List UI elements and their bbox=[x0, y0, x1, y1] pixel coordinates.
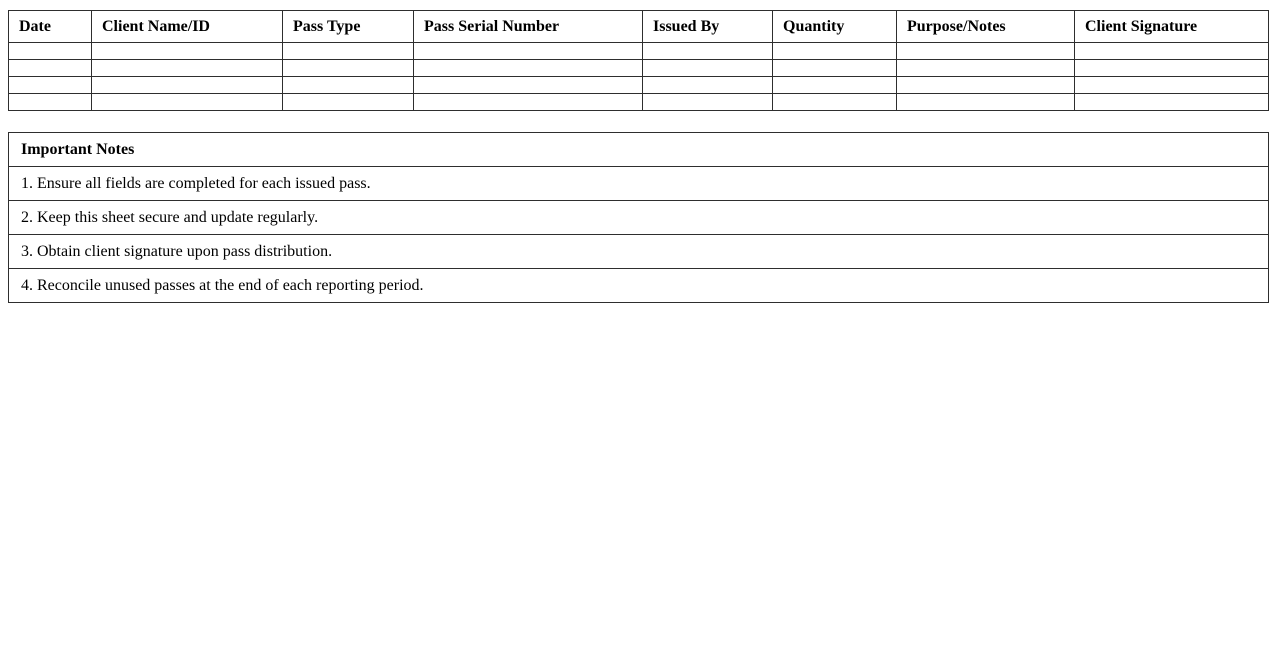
log-empty-cell bbox=[91, 76, 283, 94]
note-item: 4. Reconcile unused passes at the end of… bbox=[8, 268, 1269, 303]
log-empty-cell bbox=[642, 76, 773, 94]
column-header-client-signature: Client Signature bbox=[1074, 10, 1269, 43]
log-empty-cell bbox=[896, 42, 1075, 60]
log-empty-cell bbox=[282, 93, 414, 111]
log-empty-cell bbox=[896, 93, 1075, 111]
log-empty-cell bbox=[282, 59, 414, 77]
important-notes-table: Important Notes 1. Ensure all fields are… bbox=[8, 132, 1269, 303]
log-empty-cell bbox=[1074, 42, 1269, 60]
note-item: 3. Obtain client signature upon pass dis… bbox=[8, 234, 1269, 269]
log-empty-cell bbox=[642, 42, 773, 60]
log-empty-cell bbox=[772, 93, 897, 111]
log-empty-cell bbox=[91, 93, 283, 111]
log-empty-cell bbox=[8, 76, 92, 94]
document-sheet: Date Client Name/ID Pass Type Pass Seria… bbox=[8, 10, 1269, 303]
log-empty-row bbox=[8, 76, 1269, 94]
column-header-client-name-id: Client Name/ID bbox=[91, 10, 283, 43]
log-empty-cell bbox=[413, 42, 643, 60]
column-header-pass-serial-number: Pass Serial Number bbox=[413, 10, 643, 43]
log-empty-cell bbox=[8, 59, 92, 77]
log-empty-cell bbox=[282, 42, 414, 60]
log-empty-row bbox=[8, 93, 1269, 111]
log-empty-cell bbox=[413, 76, 643, 94]
column-header-pass-type: Pass Type bbox=[282, 10, 414, 43]
log-empty-cell bbox=[1074, 76, 1269, 94]
note-item-row: 1. Ensure all fields are completed for e… bbox=[8, 166, 1269, 201]
log-empty-cell bbox=[896, 76, 1075, 94]
log-empty-cell bbox=[896, 59, 1075, 77]
log-empty-cell bbox=[642, 93, 773, 111]
log-empty-cell bbox=[1074, 93, 1269, 111]
log-empty-cell bbox=[772, 76, 897, 94]
log-header-row: Date Client Name/ID Pass Type Pass Seria… bbox=[8, 10, 1269, 43]
log-empty-cell bbox=[8, 93, 92, 111]
log-empty-row bbox=[8, 42, 1269, 60]
note-item: 2. Keep this sheet secure and update reg… bbox=[8, 200, 1269, 235]
log-empty-row bbox=[8, 59, 1269, 77]
note-item-row: 4. Reconcile unused passes at the end of… bbox=[8, 268, 1269, 303]
log-empty-cell bbox=[282, 76, 414, 94]
note-item-row: 2. Keep this sheet secure and update reg… bbox=[8, 200, 1269, 235]
pass-log-table: Date Client Name/ID Pass Type Pass Seria… bbox=[8, 10, 1269, 111]
notes-title-row: Important Notes bbox=[8, 132, 1269, 167]
log-empty-cell bbox=[772, 59, 897, 77]
note-item-row: 3. Obtain client signature upon pass dis… bbox=[8, 234, 1269, 269]
notes-title: Important Notes bbox=[8, 132, 1269, 167]
log-empty-cell bbox=[772, 42, 897, 60]
log-empty-cell bbox=[413, 93, 643, 111]
log-empty-cell bbox=[91, 42, 283, 60]
log-empty-cell bbox=[8, 42, 92, 60]
column-header-quantity: Quantity bbox=[772, 10, 897, 43]
note-item: 1. Ensure all fields are completed for e… bbox=[8, 166, 1269, 201]
log-table-body bbox=[8, 42, 1269, 111]
log-empty-cell bbox=[1074, 59, 1269, 77]
column-header-purpose-notes: Purpose/Notes bbox=[896, 10, 1075, 43]
log-empty-cell bbox=[91, 59, 283, 77]
column-header-issued-by: Issued By bbox=[642, 10, 773, 43]
column-header-date: Date bbox=[8, 10, 92, 43]
log-empty-cell bbox=[413, 59, 643, 77]
log-empty-cell bbox=[642, 59, 773, 77]
